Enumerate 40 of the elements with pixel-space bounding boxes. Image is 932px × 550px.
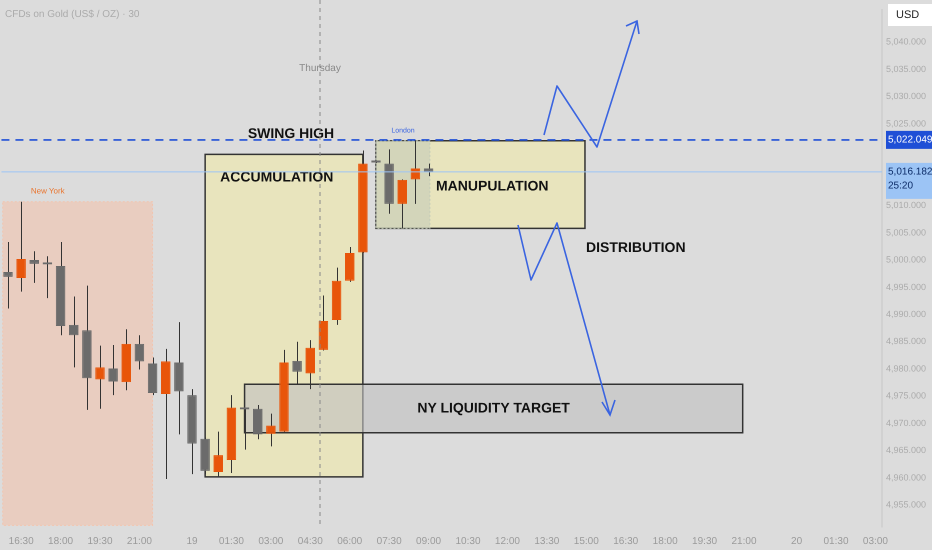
candlestick: [30, 250, 40, 284]
candlestick: [95, 345, 105, 410]
text: 5,022.049: [888, 134, 932, 146]
x-tick-label: 01:30: [218, 536, 244, 547]
x-tick-label: 21:00: [126, 536, 152, 547]
x-tick-label: 15:00: [574, 536, 600, 547]
x-tick-label: 04:30: [298, 536, 324, 547]
x-tick-label: 18:00: [48, 536, 74, 547]
x-tick-label: 19:30: [87, 536, 113, 547]
x-tick-label: 01:30: [823, 536, 849, 547]
x-tick-label: 19:30: [692, 536, 718, 547]
band-label: NY LIQUIDITY TARGET: [417, 399, 570, 416]
annotation: DISTRIBUTION: [586, 239, 686, 255]
candlestick: [16, 201, 26, 292]
x-tick-label: 03:00: [258, 536, 284, 547]
x-tick-label: 20: [791, 536, 803, 547]
x-tick-label: 16:30: [613, 536, 639, 547]
band-label: New York: [30, 186, 66, 196]
x-tick-label: 13:30: [534, 536, 560, 547]
annotation: Thursday: [299, 63, 341, 74]
x-tick-label: 09:00: [416, 536, 442, 547]
x-tick-label: 12:00: [494, 536, 520, 547]
candlestick: [134, 334, 144, 370]
x-tick-label: 18:00: [652, 536, 678, 547]
x-tick-label: 19: [186, 536, 198, 547]
x-tick-label: 07:30: [376, 536, 402, 547]
x-tick-label: 10:30: [455, 536, 481, 547]
x-tick-label: 16:30: [8, 536, 34, 547]
candlestick: [424, 163, 434, 177]
text: 5,016.182: [888, 166, 932, 178]
text: USD: [896, 9, 920, 21]
x-tick-label: 21:00: [731, 536, 757, 547]
x-tick-label: 06:00: [337, 536, 363, 547]
band-label: ACCUMULATION: [220, 168, 334, 184]
ref-line-label: SWING HIGH: [248, 124, 334, 141]
candlestick: [68, 296, 78, 368]
band-label: MANUPULATION: [436, 178, 549, 194]
x-tick-label: 03:00: [862, 536, 888, 547]
text: 25:20: [888, 180, 914, 192]
candlestick: [3, 242, 13, 310]
